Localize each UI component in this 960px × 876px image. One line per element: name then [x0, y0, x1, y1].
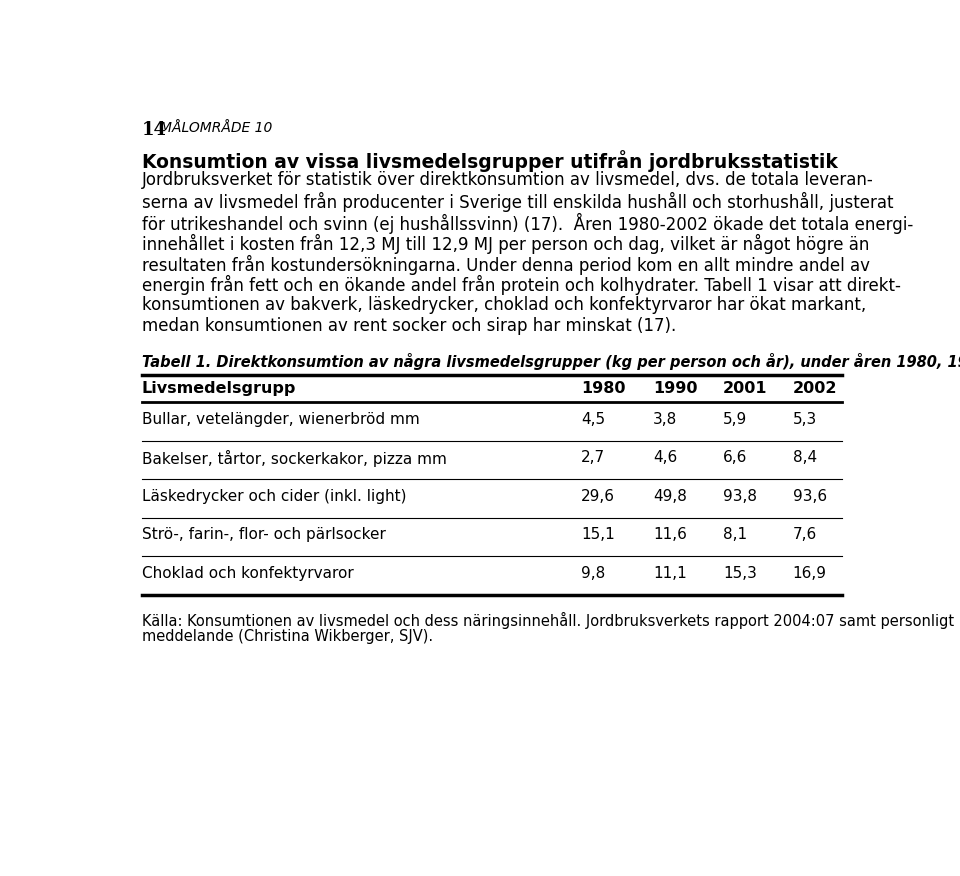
Text: energin från fett och en ökande andel från protein och kolhydrater. Tabell 1 vis: energin från fett och en ökande andel fr…: [142, 275, 900, 295]
Text: 5,3: 5,3: [793, 412, 817, 427]
Text: 15,3: 15,3: [723, 566, 756, 581]
Text: 6,6: 6,6: [723, 450, 747, 465]
Text: MÅLOMRÅDE 10: MÅLOMRÅDE 10: [160, 121, 273, 135]
Text: Källa: Konsumtionen av livsmedel och dess näringsinnehåll. Jordbruksverkets rapp: Källa: Konsumtionen av livsmedel och des…: [142, 611, 954, 629]
Text: 11,1: 11,1: [653, 566, 687, 581]
Text: Jordbruksverket för statistik över direktkonsumtion av livsmedel, dvs. de totala: Jordbruksverket för statistik över direk…: [142, 172, 874, 189]
Text: 8,4: 8,4: [793, 450, 817, 465]
Text: 15,1: 15,1: [581, 527, 614, 542]
Text: 14: 14: [142, 121, 167, 138]
Text: 5,9: 5,9: [723, 412, 747, 427]
Text: 2,7: 2,7: [581, 450, 605, 465]
Text: Choklad och konfektyrvaror: Choklad och konfektyrvaror: [142, 566, 353, 581]
Text: 93,6: 93,6: [793, 489, 827, 504]
Text: 11,6: 11,6: [653, 527, 687, 542]
Text: serna av livsmedel från producenter i Sverige till enskilda hushåll och storhush: serna av livsmedel från producenter i Sv…: [142, 192, 893, 212]
Text: 29,6: 29,6: [581, 489, 615, 504]
Text: 1990: 1990: [653, 381, 698, 396]
Text: för utrikeshandel och svinn (ej hushållssvinn) (17).  Åren 1980-2002 ökade det t: för utrikeshandel och svinn (ej hushålls…: [142, 213, 913, 234]
Text: resultaten från kostundersökningarna. Under denna period kom en allt mindre ande: resultaten från kostundersökningarna. Un…: [142, 255, 870, 274]
Text: 2002: 2002: [793, 381, 837, 396]
Text: meddelande (Christina Wikberger, SJV).: meddelande (Christina Wikberger, SJV).: [142, 629, 433, 644]
Text: Livsmedelsgrupp: Livsmedelsgrupp: [142, 381, 296, 396]
Text: Konsumtion av vissa livsmedelsgrupper utifrån jordbruksstatistik: Konsumtion av vissa livsmedelsgrupper ut…: [142, 150, 837, 172]
Text: 16,9: 16,9: [793, 566, 827, 581]
Text: 49,8: 49,8: [653, 489, 687, 504]
Text: 93,8: 93,8: [723, 489, 756, 504]
Text: 3,8: 3,8: [653, 412, 678, 427]
Text: 1980: 1980: [581, 381, 626, 396]
Text: 8,1: 8,1: [723, 527, 747, 542]
Text: Tabell 1. Direktkonsumtion av några livsmedelsgrupper (kg per person och år), un: Tabell 1. Direktkonsumtion av några livs…: [142, 353, 960, 370]
Text: Bakelser, tårtor, sockerkakor, pizza mm: Bakelser, tårtor, sockerkakor, pizza mm: [142, 450, 446, 467]
Text: innehållet i kosten från 12,3 MJ till 12,9 MJ per person och dag, vilket är någo: innehållet i kosten från 12,3 MJ till 12…: [142, 234, 869, 254]
Text: Bullar, vetelängder, wienerbröd mm: Bullar, vetelängder, wienerbröd mm: [142, 412, 420, 427]
Text: Läskedrycker och cider (inkl. light): Läskedrycker och cider (inkl. light): [142, 489, 406, 504]
Text: 4,5: 4,5: [581, 412, 605, 427]
Text: 2001: 2001: [723, 381, 767, 396]
Text: 4,6: 4,6: [653, 450, 678, 465]
Text: medan konsumtionen av rent socker och sirap har minskat (17).: medan konsumtionen av rent socker och si…: [142, 317, 676, 335]
Text: konsumtionen av bakverk, läskedrycker, choklad och konfektyrvaror har ökat marka: konsumtionen av bakverk, läskedrycker, c…: [142, 296, 866, 314]
Text: 7,6: 7,6: [793, 527, 817, 542]
Text: Strö-, farin-, flor- och pärlsocker: Strö-, farin-, flor- och pärlsocker: [142, 527, 386, 542]
Text: 9,8: 9,8: [581, 566, 606, 581]
